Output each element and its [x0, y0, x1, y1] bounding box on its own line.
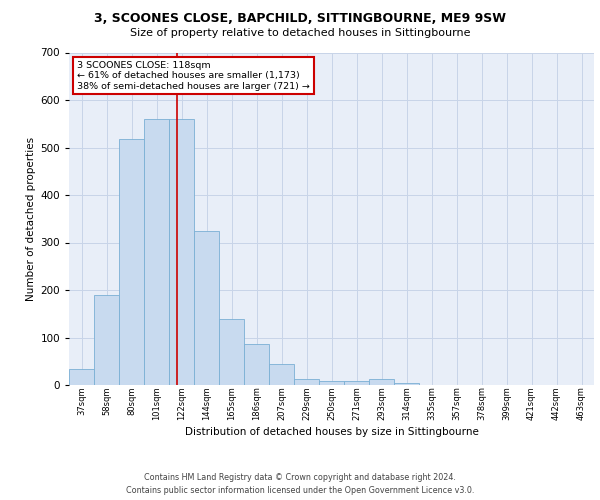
Bar — [394, 382, 419, 385]
Bar — [344, 381, 369, 385]
Bar — [369, 380, 394, 385]
Bar — [94, 294, 119, 385]
Bar — [294, 379, 319, 385]
Bar — [119, 139, 144, 385]
Bar — [269, 364, 294, 385]
Text: Contains public sector information licensed under the Open Government Licence v3: Contains public sector information licen… — [126, 486, 474, 495]
Bar — [219, 318, 244, 385]
Bar — [144, 119, 169, 385]
Y-axis label: Number of detached properties: Number of detached properties — [26, 136, 36, 301]
Text: 3 SCOONES CLOSE: 118sqm
← 61% of detached houses are smaller (1,173)
38% of semi: 3 SCOONES CLOSE: 118sqm ← 61% of detache… — [77, 61, 310, 90]
X-axis label: Distribution of detached houses by size in Sittingbourne: Distribution of detached houses by size … — [185, 428, 478, 438]
Bar — [69, 370, 94, 385]
Text: 3, SCOONES CLOSE, BAPCHILD, SITTINGBOURNE, ME9 9SW: 3, SCOONES CLOSE, BAPCHILD, SITTINGBOURN… — [94, 12, 506, 26]
Bar — [169, 119, 194, 385]
Text: Size of property relative to detached houses in Sittingbourne: Size of property relative to detached ho… — [130, 28, 470, 38]
Bar — [319, 381, 344, 385]
Bar — [194, 230, 219, 385]
Text: Contains HM Land Registry data © Crown copyright and database right 2024.: Contains HM Land Registry data © Crown c… — [144, 472, 456, 482]
Bar — [244, 344, 269, 385]
